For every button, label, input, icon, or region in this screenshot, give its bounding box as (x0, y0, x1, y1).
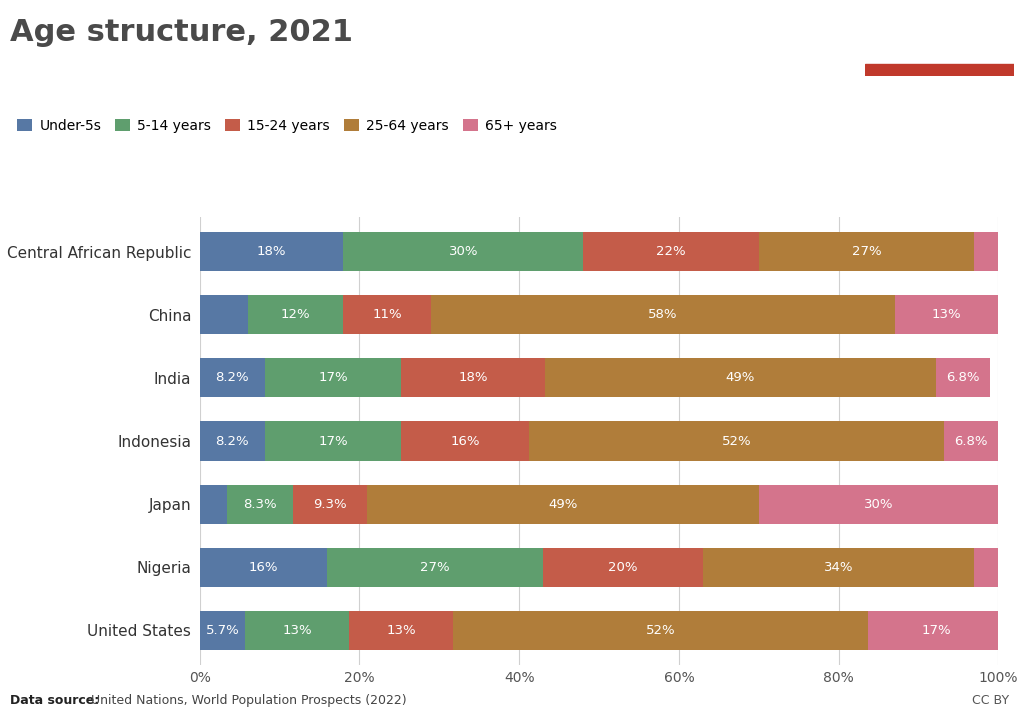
Bar (328, 548, 543, 587)
Text: Our World: Our World (900, 22, 979, 36)
Bar (759, 484, 998, 523)
Text: 17%: 17% (318, 372, 348, 385)
Bar (343, 295, 431, 334)
Text: 12%: 12% (281, 308, 310, 321)
Text: CC BY: CC BY (972, 694, 1009, 707)
Text: 8.2%: 8.2% (216, 435, 249, 448)
Text: 49%: 49% (549, 497, 578, 510)
Bar (248, 295, 343, 334)
Text: 11%: 11% (373, 308, 402, 321)
Text: in Data: in Data (911, 44, 968, 58)
Bar (868, 611, 1004, 650)
Text: 30%: 30% (864, 497, 893, 510)
Bar (975, 548, 998, 587)
Bar (401, 422, 528, 461)
Text: 34%: 34% (824, 561, 853, 574)
Text: 18%: 18% (257, 245, 287, 258)
Text: 8.2%: 8.2% (216, 372, 249, 385)
Text: 30%: 30% (449, 245, 478, 258)
Bar (401, 359, 545, 398)
Bar (865, 64, 1014, 76)
Bar (245, 611, 349, 650)
Bar (453, 611, 868, 650)
Text: 52%: 52% (646, 624, 676, 637)
Text: 49%: 49% (726, 372, 755, 385)
Bar (200, 422, 265, 461)
Text: Age structure, 2021: Age structure, 2021 (10, 18, 353, 47)
Text: 27%: 27% (421, 561, 451, 574)
Bar (975, 232, 998, 271)
Text: 22%: 22% (656, 245, 686, 258)
Bar (936, 359, 990, 398)
Bar (702, 548, 975, 587)
Text: United Nations, World Population Prospects (2022): United Nations, World Population Prospec… (87, 694, 407, 707)
Bar (528, 422, 944, 461)
Bar (227, 484, 293, 523)
Bar (545, 359, 936, 398)
Text: 13%: 13% (283, 624, 312, 637)
Text: 16%: 16% (249, 561, 279, 574)
Text: 16%: 16% (451, 435, 479, 448)
Text: 20%: 20% (608, 561, 638, 574)
Bar (200, 359, 265, 398)
Text: 5.7%: 5.7% (206, 624, 240, 637)
Bar (543, 548, 702, 587)
Text: 17%: 17% (318, 435, 348, 448)
Text: 6.8%: 6.8% (954, 435, 988, 448)
Bar (944, 422, 998, 461)
Bar (431, 295, 895, 334)
Bar (895, 295, 998, 334)
Bar (343, 232, 583, 271)
Bar (583, 232, 759, 271)
Bar (200, 232, 343, 271)
Bar (349, 611, 453, 650)
Text: 18%: 18% (458, 372, 487, 385)
Bar (200, 295, 248, 334)
Text: Data source:: Data source: (10, 694, 99, 707)
Bar (368, 484, 759, 523)
Legend: Under-5s, 5-14 years, 15-24 years, 25-64 years, 65+ years: Under-5s, 5-14 years, 15-24 years, 25-64… (17, 119, 557, 133)
Text: 27%: 27% (852, 245, 882, 258)
Bar (200, 484, 227, 523)
Text: 13%: 13% (932, 308, 962, 321)
Text: 17%: 17% (922, 624, 951, 637)
Bar (265, 359, 401, 398)
Text: 8.3%: 8.3% (243, 497, 276, 510)
Text: 58%: 58% (648, 308, 678, 321)
Text: 52%: 52% (722, 435, 752, 448)
Bar (265, 422, 401, 461)
Bar (200, 548, 328, 587)
Bar (200, 611, 245, 650)
Bar (293, 484, 368, 523)
Text: 13%: 13% (386, 624, 416, 637)
Text: 6.8%: 6.8% (946, 372, 980, 385)
Bar (759, 232, 975, 271)
Text: 9.3%: 9.3% (313, 497, 347, 510)
